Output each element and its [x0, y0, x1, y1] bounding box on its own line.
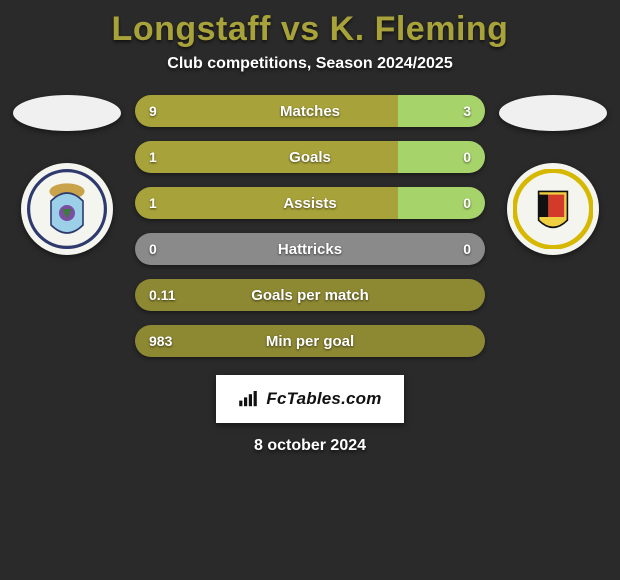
brand-bars-icon: [238, 391, 258, 407]
brand-text: FcTables.com: [266, 389, 381, 409]
player-left-placeholder: [13, 95, 121, 131]
brand-badge[interactable]: FcTables.com: [216, 375, 403, 423]
club-badge-left: [21, 163, 113, 255]
stat-bar-mpg: Min per goal983: [135, 325, 485, 357]
stat-bars-container: Matches93 Goals10 Assists10 Hattricks00 Goal…: [135, 95, 485, 357]
player-right-placeholder: [499, 95, 607, 131]
subtitle: Club competitions, Season 2024/2025: [167, 55, 452, 73]
club-crest-left-icon: [27, 169, 107, 249]
player-right-name: K. Fleming: [330, 10, 509, 48]
club-badge-right: [507, 163, 599, 255]
stat-bar-matches: Matches93: [135, 95, 485, 127]
player-left-name: Longstaff: [112, 10, 271, 48]
page-title: Longstaff vs K. Fleming: [112, 10, 509, 49]
stat-bar-assists: Assists10: [135, 187, 485, 219]
date-text: 8 october 2024: [254, 437, 366, 455]
club-crest-right-icon: [513, 169, 593, 249]
stat-bar-goals: Goals10: [135, 141, 485, 173]
stat-bar-gpm: Goals per match0.11: [135, 279, 485, 311]
right-side-column: [499, 95, 607, 255]
left-side-column: [13, 95, 121, 255]
stat-bar-hattricks: Hattricks00: [135, 233, 485, 265]
vs-text: vs: [281, 10, 320, 48]
comparison-row: Matches93 Goals10 Assists10 Hattricks00 Goal…: [0, 95, 620, 357]
